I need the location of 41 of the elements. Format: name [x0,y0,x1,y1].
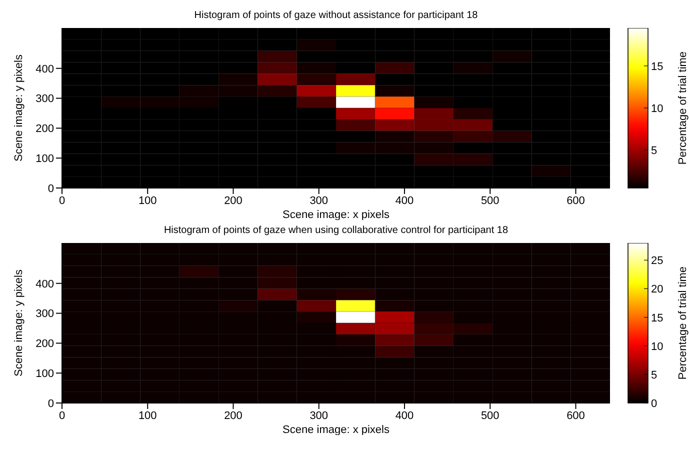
y-tick-label: 200 [36,123,54,136]
x-tick-label: 600 [566,410,585,422]
color-bar-label: 25 [651,255,664,268]
y-axis-title: Scene image: y pixels [12,54,25,162]
color-bar-label: 5 [651,369,658,382]
x-tick-label: 300 [310,410,328,422]
color-bar-label: 15 [651,312,664,324]
x-tick-label: 400 [395,194,414,207]
x-tick-label: 400 [395,410,414,422]
chart-title: Histogram of points of gaze when using collaborative control for participant 18 [162,225,510,236]
y-tick-label: 100 [36,368,54,380]
y-tick-label: 300 [36,308,54,320]
color-bar-label: 10 [651,103,664,115]
y-tick-label: 400 [36,63,54,76]
x-tick-label: 100 [138,410,157,422]
color-bar-label: 10 [651,340,664,353]
x-tick-label: 600 [566,194,585,207]
x-tick-label: 100 [138,194,157,207]
y-tick-label: 200 [36,338,54,350]
x-axis-title: Scene image: x pixels [282,424,390,436]
x-axis-title: Scene image: x pixels [282,209,390,221]
y-tick-label: 100 [36,153,54,165]
chart-title: Histogram of points of gaze without assistance for participant 18 [193,10,479,21]
y-axis-title: Scene image: y pixels [12,269,25,376]
y-tick-label: 0 [48,398,54,410]
x-tick-label: 300 [310,194,328,207]
x-tick-label: 500 [480,410,500,422]
color-bar-label: 15 [651,60,664,73]
color-bar-label: 0 [651,398,658,410]
x-tick-label: 200 [224,194,242,207]
color-bar-label: 5 [651,145,658,158]
x-tick-label: 200 [224,410,242,422]
x-tick-label: 0 [58,194,66,207]
y-tick-label: 400 [36,278,54,290]
color-bar-title: Percentage of trial time [677,266,689,380]
y-tick-label: 300 [36,93,54,106]
color-bar-title: Percentage of trial time [677,51,689,165]
x-tick-label: 500 [480,194,500,207]
x-tick-label: 0 [58,410,66,422]
y-tick-label: 0 [48,182,54,195]
color-bar-label: 20 [651,284,664,296]
